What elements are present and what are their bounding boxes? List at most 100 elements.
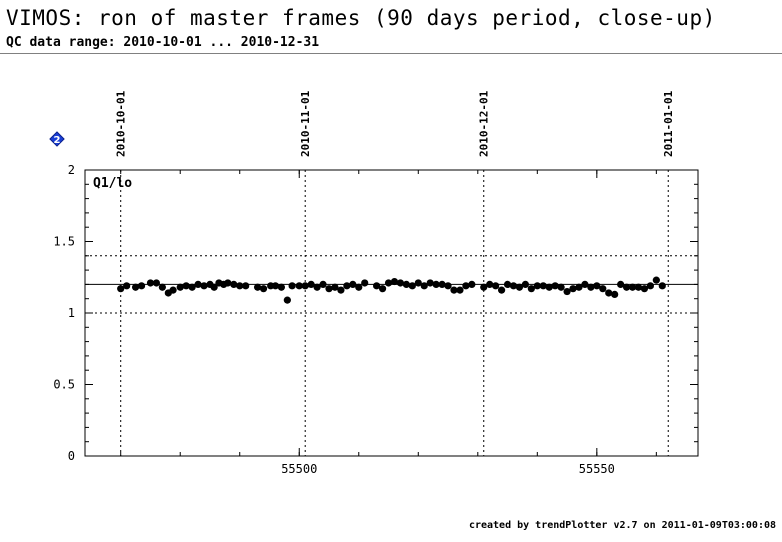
y-tick-label: 0.5 [53,378,75,392]
data-point [131,283,140,291]
data-point [432,280,440,288]
data-point [361,279,369,287]
status-badge-shape [49,131,65,147]
data-point [301,282,309,290]
data-point [486,280,494,288]
x-tick-label: 55550 [579,462,615,476]
data-point [277,283,285,291]
data-point [599,285,607,293]
data-range-subtitle: QC data range: 2010-10-01 ... 2010-12-31 [6,35,320,50]
data-point [652,276,660,284]
data-point [563,287,571,296]
data-point [158,283,166,291]
data-point [628,283,637,291]
data-point [152,279,161,287]
data-point [539,282,547,290]
data-point [462,282,470,290]
data-point [236,282,244,290]
data-point [492,282,500,290]
data-point [373,282,381,290]
data-point [414,279,422,287]
data-point [378,285,387,293]
header-divider [0,53,782,54]
data-point [313,283,321,291]
data-point [355,283,363,291]
data-point [146,279,155,287]
data-point [593,282,601,290]
plot-frame [84,169,699,457]
data-point [194,280,202,288]
x-tick-label: 55500 [281,462,317,476]
data-point [390,277,399,286]
data-point [587,283,595,291]
y-tick-label: 0 [68,449,75,463]
data-point [581,280,589,288]
chart-title: VIMOS: ron of master frames (90 days per… [6,6,716,30]
data-point [575,283,583,291]
data-point [617,280,625,288]
panel-label: Q1/lo [93,176,132,191]
data-point [343,282,351,290]
data-point [521,280,530,288]
data-point [283,296,291,304]
data-point [176,283,184,291]
data-point [331,283,339,291]
data-point [605,289,613,297]
date-marker-label: 2010-11-01 [299,90,312,157]
generated-by-footer: created by trendPlotter v2.7 on 2011-01-… [468,520,776,531]
data-point [498,286,506,294]
y-tick-label: 1 [68,306,75,320]
data-point [210,283,218,291]
data-point [438,280,446,288]
data-point [295,282,303,290]
date-marker-label: 2011-01-01 [662,90,675,157]
data-point [230,280,238,288]
data-point [551,282,559,290]
date-marker-label: 2010-12-01 [478,90,491,157]
date-marker-label: 2010-10-01 [115,90,128,157]
status-badge-label: 2 [54,135,61,146]
data-point [450,286,458,294]
data-point [426,279,434,287]
data-point [349,280,357,288]
data-point [396,279,405,287]
data-point [634,283,643,291]
data-point [640,285,649,293]
status-badge[interactable]: 2 [49,131,65,147]
data-point [224,279,232,287]
data-point [319,280,327,288]
data-point [503,280,512,288]
data-point [259,285,268,293]
data-point [527,285,535,293]
data-point [658,282,666,290]
data-point [402,280,410,288]
data-point [480,283,488,291]
data-point [444,282,452,290]
data-point [182,282,190,290]
data-point [169,286,177,294]
y-tick-label: 2 [68,163,75,177]
data-point [253,283,262,291]
data-point [242,282,250,290]
data-point [533,282,541,290]
data-point [569,285,577,293]
data-point [509,282,518,290]
data-point [288,282,296,290]
data-point [646,282,654,290]
data-point [188,283,196,291]
data-point [420,282,428,290]
data-point [384,279,393,287]
data-point [200,282,208,290]
data-point [325,285,333,293]
data-point [611,290,619,299]
data-point [468,280,476,288]
data-point [271,282,280,290]
data-point [117,285,125,293]
data-point [408,282,416,290]
data-point [622,283,631,291]
data-point [515,283,524,291]
data-point [307,280,315,288]
data-point [456,286,464,294]
data-point [137,282,146,290]
